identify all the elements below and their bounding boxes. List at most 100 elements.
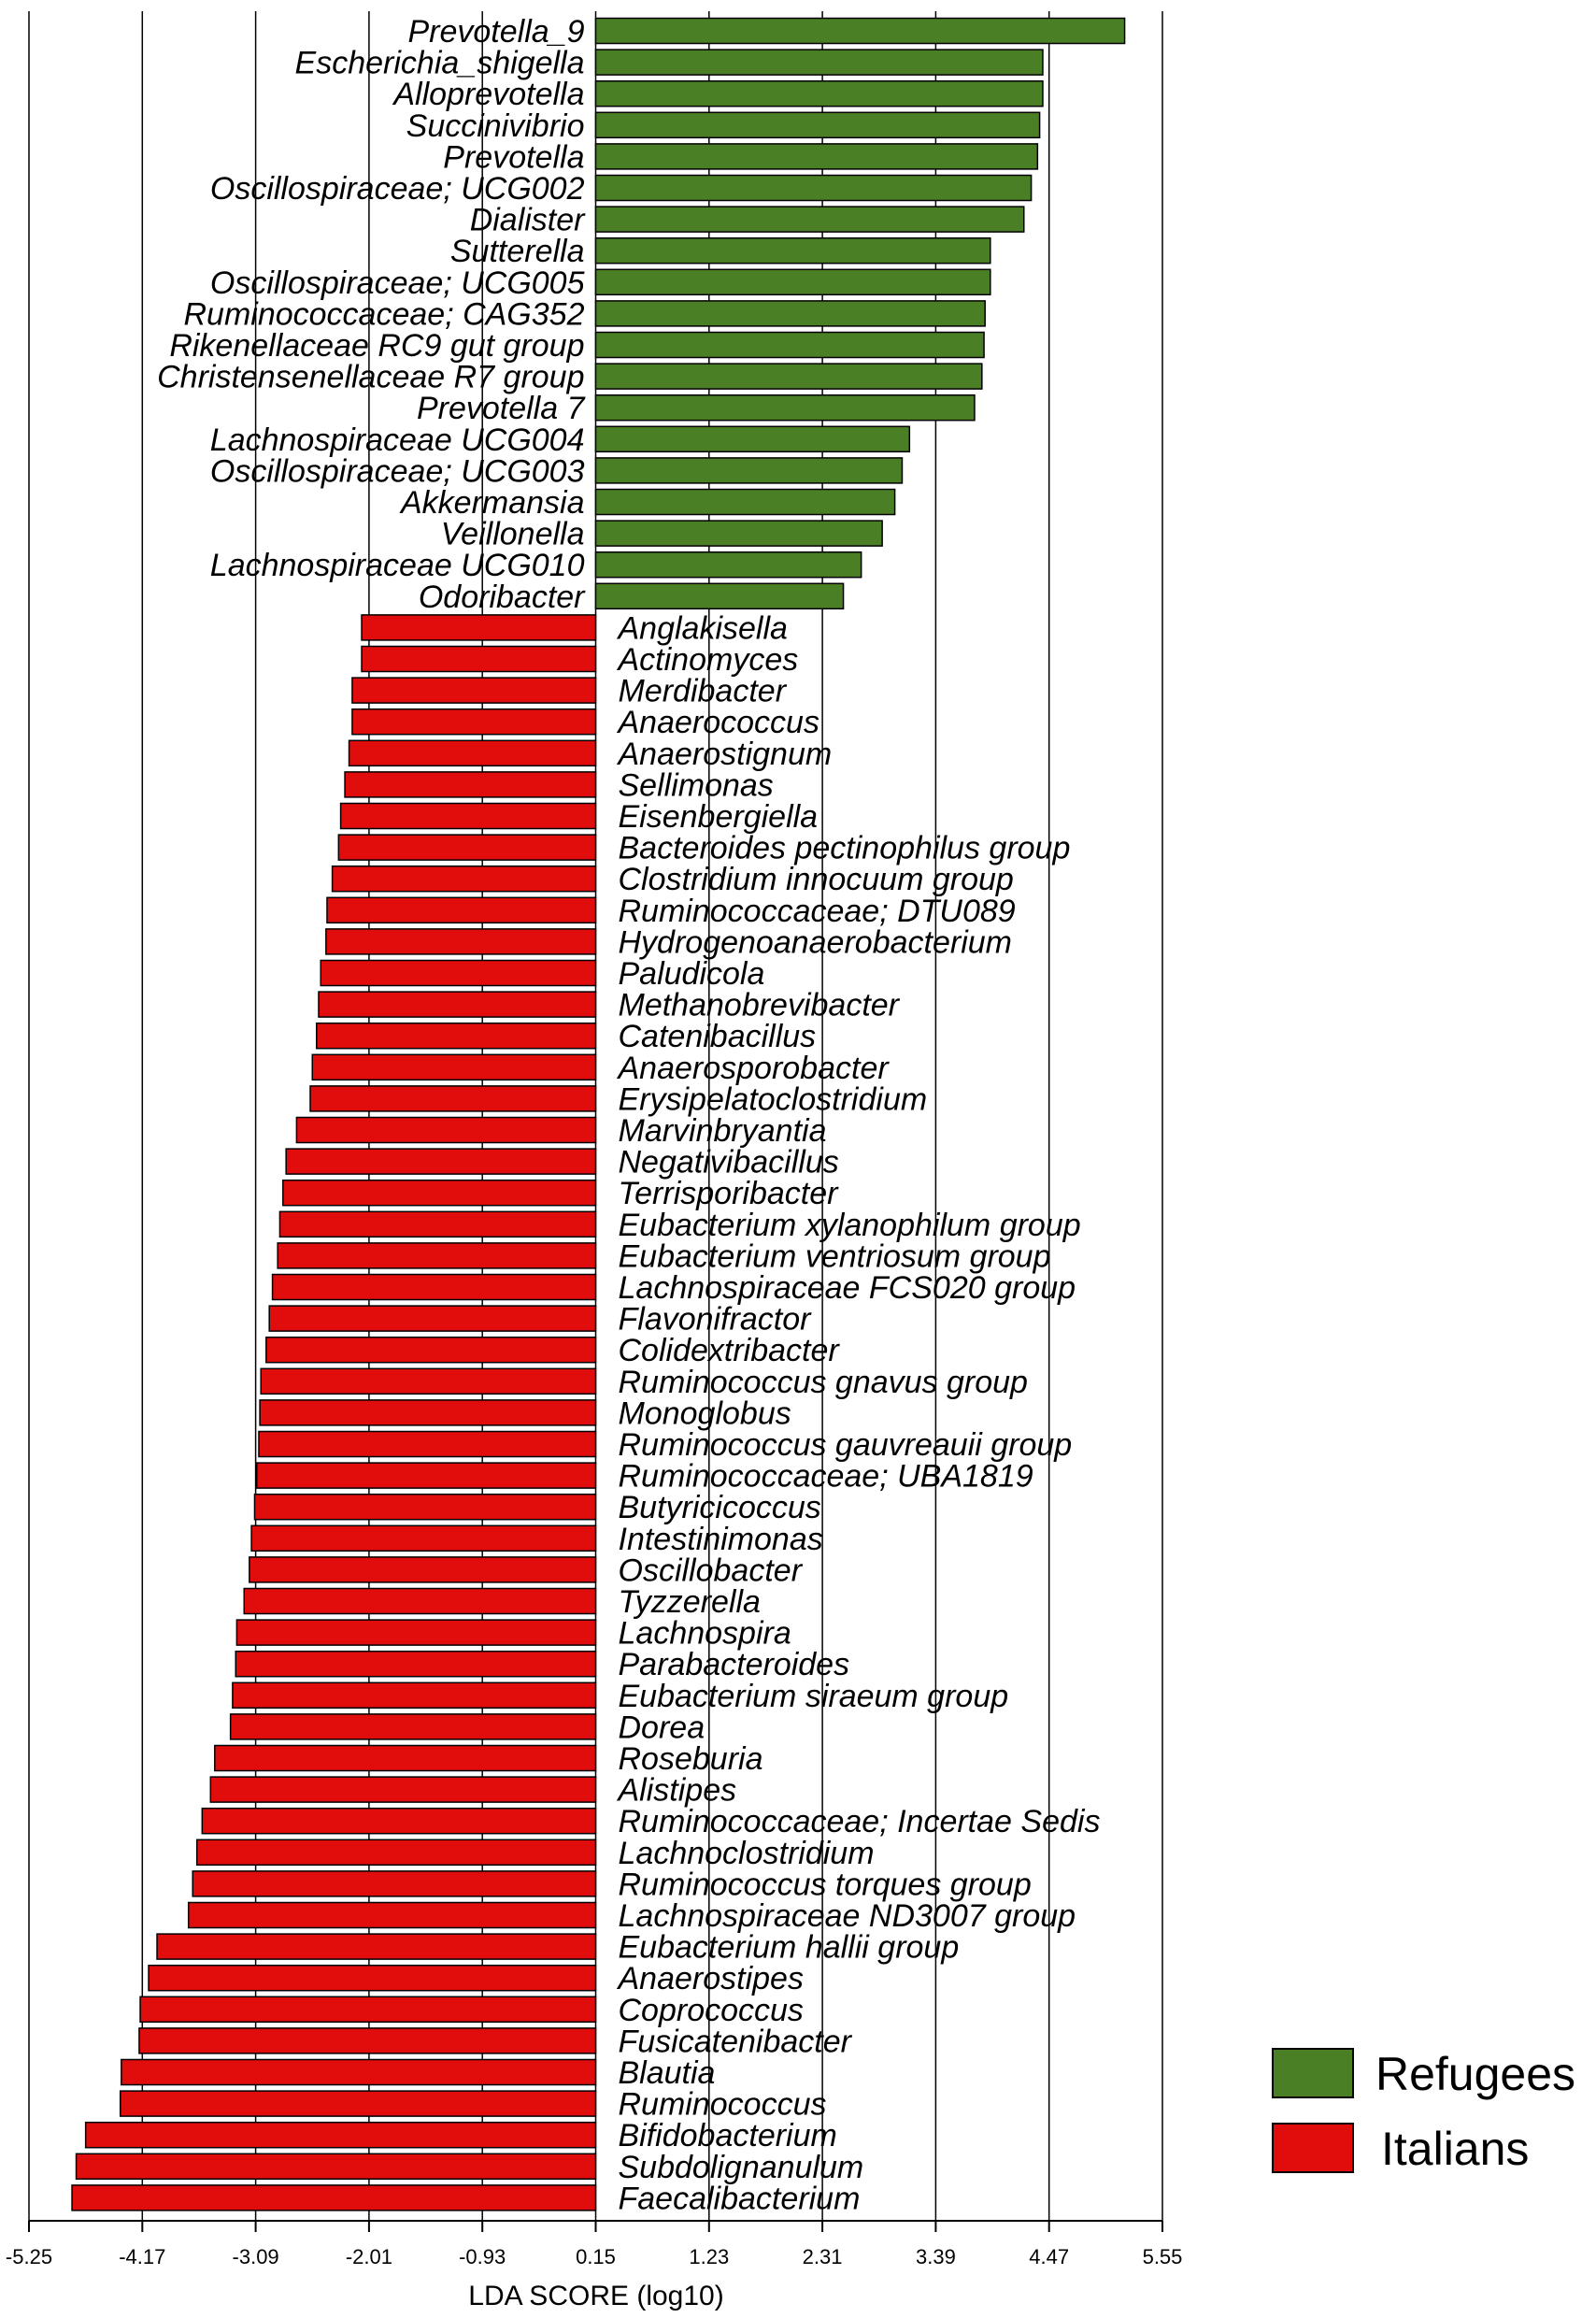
- italians-bar: [309, 1085, 597, 1112]
- refugees-bar: [594, 236, 991, 265]
- bar-label: Lachnospiraceae ND3007 group: [619, 1898, 1076, 1934]
- italians-bar: [187, 1901, 597, 1929]
- legend: Refugees Italians: [1272, 2048, 1575, 2175]
- bar-label: Ruminococcaceae; Incertae Sedis: [619, 1804, 1101, 1839]
- italians-bar: [315, 1022, 597, 1050]
- bar-label: Ruminococcaceae; CAG352: [183, 296, 584, 332]
- bar-label: Anaerostignum: [617, 737, 833, 772]
- italians-bar: [195, 1839, 597, 1867]
- refugees-bar: [594, 300, 986, 327]
- bar-label: Lachnospiraceae UCG010: [210, 548, 585, 583]
- italians-bar: [351, 708, 597, 736]
- italians-bar: [318, 991, 597, 1018]
- bar-label: Oscillospiraceae; UCG005: [210, 265, 585, 301]
- italians-bar: [156, 1933, 597, 1960]
- bar-label: Dorea: [619, 1710, 705, 1745]
- bar-label: Tyzzerella: [619, 1584, 761, 1620]
- italians-bar: [258, 1430, 597, 1458]
- italians-bar: [260, 1367, 597, 1395]
- legend-label-refugees: Refugees: [1375, 2048, 1575, 2100]
- bar-label: Prevotella_9: [407, 14, 584, 50]
- bar-label: Eubacterium hallii group: [619, 1930, 960, 1966]
- x-tick-label: 1.23: [689, 2245, 729, 2268]
- bar-label: Akkermansia: [399, 485, 585, 521]
- bar-label: Eubacterium xylanophilum group: [619, 1208, 1081, 1243]
- bar-label: Parabacteroides: [619, 1647, 850, 1682]
- bar-label: Ruminococcus torques group: [619, 1867, 1032, 1902]
- refugees-bar: [594, 425, 911, 453]
- bar-label: Methanobrevibacter: [619, 988, 901, 1023]
- x-tick-label: 4.47: [1029, 2245, 1069, 2268]
- x-axis-title: LDA SCORE (log10): [468, 2281, 723, 2311]
- italians-bar: [75, 2153, 597, 2181]
- bar-label: Faecalibacterium: [619, 2181, 861, 2216]
- bar-label: Anglakisella: [617, 610, 788, 646]
- bar-label: Anaerosporobacter: [617, 1051, 891, 1086]
- refugees-bar: [594, 79, 1044, 107]
- bars: [71, 17, 1126, 2211]
- bar-label: Monoglobus: [619, 1395, 791, 1431]
- italians-bar: [139, 1996, 597, 2024]
- italians-bar: [271, 1273, 597, 1301]
- bar-label: Lachnospira: [619, 1616, 791, 1652]
- italians-bar: [214, 1744, 597, 1772]
- italians-bar: [253, 1493, 597, 1521]
- bar-label: Ruminococcaceae; DTU089: [619, 894, 1016, 929]
- bar-label: Anaerococcus: [617, 705, 819, 740]
- bar-label: Terrisporibacter: [619, 1176, 840, 1211]
- bar-label: Succinivibrio: [406, 108, 585, 144]
- italians-bar: [278, 1210, 597, 1238]
- italians-bar: [337, 834, 597, 861]
- legend-swatch-italians: [1272, 2123, 1354, 2173]
- legend-swatch-refugees: [1272, 2048, 1354, 2098]
- refugees-bar: [594, 174, 1033, 202]
- bar-label: Paludicola: [619, 956, 765, 992]
- bar-label: Catenibacillus: [619, 1019, 817, 1054]
- bar-label: Dialister: [470, 203, 586, 238]
- italians-bar: [259, 1399, 597, 1426]
- x-tick-label: -5.25: [6, 2245, 52, 2268]
- bar-label: Ruminococcaceae; UBA1819: [619, 1459, 1033, 1495]
- italians-bar: [250, 1524, 597, 1552]
- bar-label: Sutterella: [450, 234, 585, 269]
- refugees-bar: [594, 143, 1039, 170]
- bar-label: Coprococcus: [619, 1993, 804, 2028]
- bar-label: Butyricicoccus: [619, 1490, 821, 1525]
- italians-bar: [243, 1587, 597, 1615]
- bar-label: Erysipelatoclostridium: [619, 1081, 928, 1117]
- bar-label: Prevotella 7: [417, 391, 586, 426]
- bar-label: Oscillospiraceae; UCG003: [210, 453, 585, 489]
- italians-bar: [282, 1179, 597, 1207]
- italians-bar: [119, 2090, 597, 2117]
- bar-label: Oscillobacter: [619, 1552, 804, 1588]
- italians-bar: [325, 928, 597, 955]
- bar-label: Alloprevotella: [392, 77, 584, 112]
- bar-label: Sellimonas: [619, 767, 774, 803]
- italians-bar: [348, 739, 597, 767]
- bar-label: Eubacterium ventriosum group: [619, 1238, 1051, 1274]
- bar-label: Oscillospiraceae; UCG002: [210, 171, 585, 207]
- bar-label: Intestinimonas: [619, 1522, 823, 1557]
- refugees-bar: [594, 331, 985, 359]
- bar-label: Blautia: [619, 2055, 716, 2091]
- bar-label: Merdibacter: [619, 674, 788, 709]
- bar-label: Ruminococcus: [619, 2087, 827, 2123]
- bar-label: Lachnospiraceae UCG004: [210, 422, 585, 458]
- bar-label: Subdolignanulum: [619, 2150, 864, 2185]
- italians-bar: [255, 1462, 597, 1489]
- italians-bar: [249, 1556, 597, 1583]
- italians-bar: [285, 1148, 597, 1175]
- italians-bar: [268, 1305, 597, 1332]
- refugees-bar: [594, 488, 896, 516]
- bar-label: Ruminococcus gnavus group: [619, 1365, 1028, 1400]
- legend-label-italians: Italians: [1381, 2123, 1529, 2175]
- italians-bar: [351, 677, 597, 704]
- italians-bar: [71, 2184, 597, 2211]
- italians-bar: [84, 2121, 597, 2149]
- italians-bar: [265, 1336, 597, 1364]
- italians-bar: [138, 2027, 597, 2054]
- italians-bar: [361, 614, 597, 641]
- bar-label: Alistipes: [617, 1773, 737, 1809]
- refugees-bar: [594, 582, 845, 610]
- refugees-bar: [594, 268, 991, 296]
